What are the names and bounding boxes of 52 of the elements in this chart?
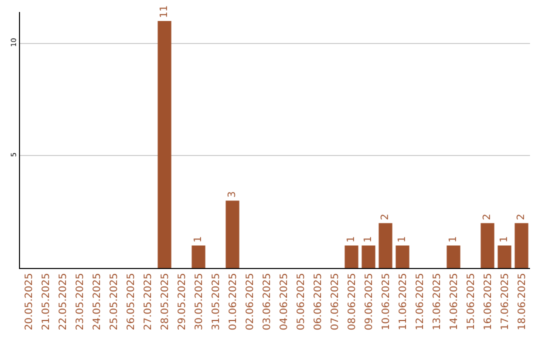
x-tick-label: 14.06.2025 [448, 273, 460, 330]
x-tick-label: 24.05.2025 [92, 273, 103, 330]
x-tick-label: 09.06.2025 [364, 273, 375, 330]
data-label: 1 [499, 236, 510, 243]
bar [446, 246, 460, 268]
x-tick-label: 23.05.2025 [74, 273, 86, 330]
bar [192, 246, 206, 268]
x-tick-label: 18.06.2025 [516, 273, 528, 330]
data-label: 11 [159, 5, 170, 18]
bar [480, 223, 494, 268]
data-label: 2 [380, 214, 391, 220]
x-tick-label: 10.06.2025 [380, 273, 392, 330]
bar [362, 246, 376, 268]
x-tick-label: 11.06.2025 [398, 273, 409, 330]
data-label: 2 [482, 214, 493, 220]
x-tick-label: 25.05.2025 [108, 273, 120, 330]
x-tick-label: 27.05.2025 [142, 273, 154, 330]
x-tick-label: 21.05.2025 [40, 273, 52, 330]
bar [378, 223, 392, 268]
data-label: 1 [193, 236, 204, 243]
data-label: 2 [516, 214, 527, 220]
bar [344, 246, 358, 268]
bar [498, 246, 512, 268]
bar [396, 246, 410, 268]
x-tick-label: 07.06.2025 [330, 273, 341, 330]
x-tick-label: 12.06.2025 [414, 273, 426, 330]
x-tick-label: 16.06.2025 [482, 273, 494, 330]
x-tick-label: 28.05.2025 [160, 273, 171, 330]
data-label: 3 [227, 191, 238, 198]
x-tick-label: 13.06.2025 [432, 273, 443, 330]
x-tick-label: 26.05.2025 [126, 273, 137, 330]
x-tick-label: 20.05.2025 [24, 273, 35, 330]
x-tick-label: 08.06.2025 [346, 273, 358, 330]
data-label: 1 [448, 236, 459, 243]
x-tick-label: 15.06.2025 [466, 273, 477, 330]
x-tick-label: 31.05.2025 [210, 273, 222, 330]
x-tick-label: 03.06.2025 [262, 273, 273, 330]
bar [158, 20, 172, 268]
x-tick-label: 04.06.2025 [278, 273, 290, 330]
x-tick-label: 01.06.2025 [228, 273, 239, 330]
bar [514, 223, 528, 268]
x-tick-label: 17.06.2025 [500, 273, 511, 330]
x-tick-label: 06.06.2025 [312, 273, 324, 330]
x-tick-label: 30.05.2025 [194, 273, 205, 330]
x-tick-label: 29.05.2025 [176, 273, 188, 330]
bar [226, 200, 240, 268]
data-label: 1 [397, 236, 408, 243]
x-tick-label: 22.05.2025 [58, 273, 69, 330]
x-tick-label: 05.06.2025 [296, 273, 307, 330]
data-label: 1 [363, 236, 374, 243]
data-label: 1 [346, 236, 357, 243]
x-tick-label: 02.06.2025 [244, 273, 256, 330]
